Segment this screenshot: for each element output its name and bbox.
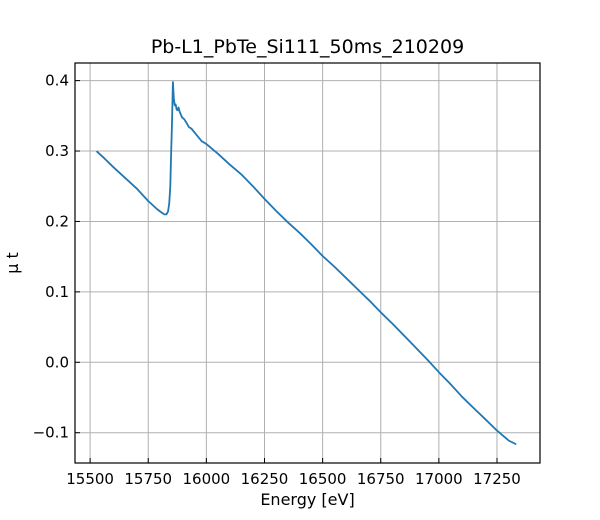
y-tick-label: 0.3 (45, 142, 69, 160)
x-tick-label: 15750 (124, 470, 172, 488)
y-axis-label: μ t (3, 252, 22, 274)
series-line (96, 81, 517, 445)
y-tick-label: 0.1 (45, 283, 69, 301)
x-tick-label: 15500 (66, 470, 114, 488)
y-tick-label: 0.4 (45, 72, 69, 90)
x-tick-label: 17000 (415, 470, 463, 488)
series-layer (96, 81, 517, 445)
plot-frame (74, 62, 541, 464)
x-axis-label: Energy [eV] (260, 490, 354, 509)
x-tick-label: 17250 (473, 470, 521, 488)
tick-layer: 15500 15750 16000 16250 16500 16750 17000 17250… (33, 72, 521, 488)
y-tick-label: 0.0 (45, 353, 69, 371)
x-tick-label: 16750 (357, 470, 405, 488)
x-tick-label: 16500 (299, 470, 347, 488)
y-tick-label: 0.2 (45, 212, 69, 230)
y-tick-label: −0.1 (33, 424, 69, 442)
x-tick-label: 16250 (241, 470, 289, 488)
chart-title: Pb-L1_PbTe_Si111_50ms_210209 (151, 36, 464, 58)
x-tick-label: 16000 (183, 470, 231, 488)
grid-layer (75, 63, 540, 463)
